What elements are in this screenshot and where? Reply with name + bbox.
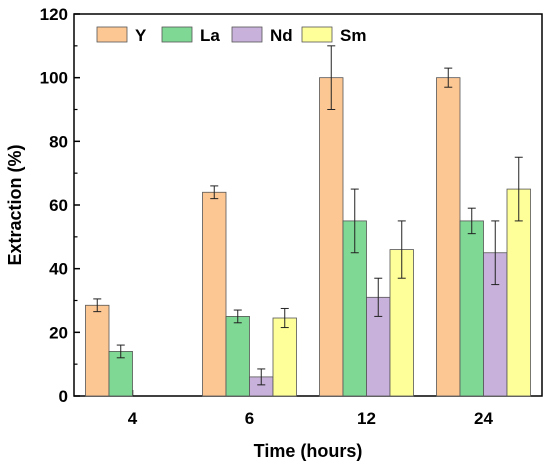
legend-label: La xyxy=(200,26,220,45)
bar xyxy=(319,77,344,397)
y-tick-label: 0 xyxy=(59,387,68,406)
bar xyxy=(225,316,250,397)
x-tick-label: 12 xyxy=(357,409,376,428)
bar xyxy=(202,191,227,397)
y-tick-label: 40 xyxy=(49,260,68,279)
x-axis: 4 6 12 24 xyxy=(128,390,493,428)
legend: Y La Nd Sm xyxy=(96,26,366,45)
x-tick-label: 4 xyxy=(128,409,138,428)
x-tick-label: 6 xyxy=(245,409,254,428)
legend-swatch xyxy=(231,26,263,43)
y-tick-label: 80 xyxy=(49,132,68,151)
y-tick-label: 120 xyxy=(40,5,68,24)
bar xyxy=(272,317,297,397)
legend-swatch xyxy=(301,26,333,43)
y-axis: 0 20 40 60 80 100 120 xyxy=(40,5,80,406)
y-axis-label: Extraction (%) xyxy=(5,144,25,265)
y-tick-label: 60 xyxy=(49,196,68,215)
x-axis-label: Time (hours) xyxy=(254,441,363,461)
legend-swatch xyxy=(96,26,128,43)
legend-label: Y xyxy=(135,26,147,45)
y-tick-label: 20 xyxy=(49,323,68,342)
legend-label: Nd xyxy=(270,26,293,45)
x-tick-label: 24 xyxy=(474,409,493,428)
bar xyxy=(459,220,484,397)
bars-layer xyxy=(85,45,531,397)
bar xyxy=(436,77,461,397)
y-tick-label: 100 xyxy=(40,69,68,88)
legend-label: Sm xyxy=(340,26,366,45)
legend-swatch xyxy=(161,26,193,43)
bar xyxy=(85,304,110,397)
